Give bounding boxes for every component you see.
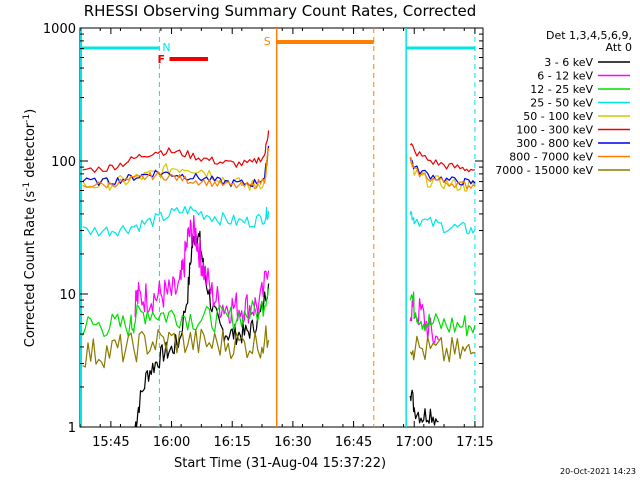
y-axis-label-part2: detector — [23, 122, 38, 182]
y-axis-label-part3: ) — [23, 109, 38, 114]
plot-area: 15:45 16:00 16:15 16:30 16:45 17:00 17:15 1101… — [43, 22, 494, 450]
series-1 — [134, 230, 439, 428]
y-tick-label: 1000 — [43, 22, 76, 37]
y-tick-label: 10 — [59, 288, 76, 303]
y-axis-label-sup1: -1 — [22, 182, 32, 191]
x-tick-label: 16:00 — [153, 435, 190, 450]
legend-entry-label: 800 - 7000 keV — [509, 151, 593, 164]
series-2-segment — [409, 293, 440, 344]
x-tick-label: 17:00 — [396, 435, 433, 450]
legend-entry-label: 3 - 6 keV — [544, 56, 593, 69]
series-4-segment — [409, 210, 476, 235]
legend-header-attenuator: Att 0 — [606, 41, 632, 54]
chart-title: RHESSI Observing Summary Count Rates, Co… — [84, 2, 477, 20]
series-6 — [82, 130, 476, 173]
x-tick-label: 17:15 — [456, 435, 493, 450]
x-tick-label: 15:45 — [92, 435, 129, 450]
x-axis: 15:45 16:00 16:15 16:30 16:45 17:00 17:15 — [79, 28, 494, 450]
legend-entry-label: 7000 - 15000 keV — [495, 164, 593, 177]
legend-entry-label: 50 - 100 keV — [523, 110, 593, 123]
series-3 — [82, 288, 476, 338]
x-tick-label: 16:30 — [274, 435, 311, 450]
series-3-segment — [409, 291, 476, 337]
flare-annotation: F — [158, 53, 166, 66]
series-5-segment — [82, 154, 269, 191]
series-4 — [82, 205, 476, 237]
series-layer — [82, 130, 476, 428]
timestamp: 20-Oct-2021 14:23 — [560, 467, 636, 476]
series-6-segment — [409, 143, 476, 173]
series-9 — [82, 325, 476, 369]
legend-entry-label: 300 - 800 keV — [516, 137, 593, 150]
series-7-segment — [82, 145, 270, 188]
series-2-segment — [134, 215, 270, 324]
y-tick-label: 1 — [68, 421, 76, 436]
series-1-segment — [409, 389, 439, 426]
legend-entry-label: 25 - 50 keV — [530, 97, 593, 110]
series-5 — [82, 154, 476, 192]
y-axis-label-part1: Corrected Count Rate (s — [23, 191, 38, 348]
x-tick-label: 16:15 — [213, 435, 250, 450]
x-axis-label: Start Time (31-Aug-04 15:37:22) — [174, 456, 386, 471]
legend-entry-label: 12 - 25 keV — [530, 83, 593, 96]
series-6-segment — [82, 130, 270, 173]
series-7 — [82, 145, 476, 188]
y-tick-label: 100 — [51, 155, 76, 170]
y-axis-label-sup2: -1 — [22, 114, 32, 123]
legend-entry-label: 100 - 300 keV — [516, 124, 593, 137]
series-9-segment — [82, 325, 270, 369]
series-8-segment — [409, 156, 476, 190]
series-9-segment — [409, 335, 476, 363]
y-axis: 1 10 100 1000 — [43, 22, 483, 436]
series-8-segment — [82, 147, 270, 190]
series-3-segment — [82, 288, 270, 338]
legend-header-detectors: Det 1,3,4,5,6,9, — [546, 29, 632, 42]
night-annotation: N — [162, 41, 170, 54]
series-2 — [134, 215, 440, 344]
series-8 — [82, 147, 476, 190]
plot-marks — [80, 28, 476, 427]
series-4-segment — [82, 205, 270, 237]
y-axis-label: Corrected Count Rate (s-1 detector-1) — [22, 109, 38, 347]
x-tick-label: 16:45 — [335, 435, 372, 450]
legend-entry-label: 6 - 12 keV — [537, 70, 593, 83]
saa-annotation: S — [264, 35, 271, 48]
series-1-segment — [134, 230, 270, 428]
